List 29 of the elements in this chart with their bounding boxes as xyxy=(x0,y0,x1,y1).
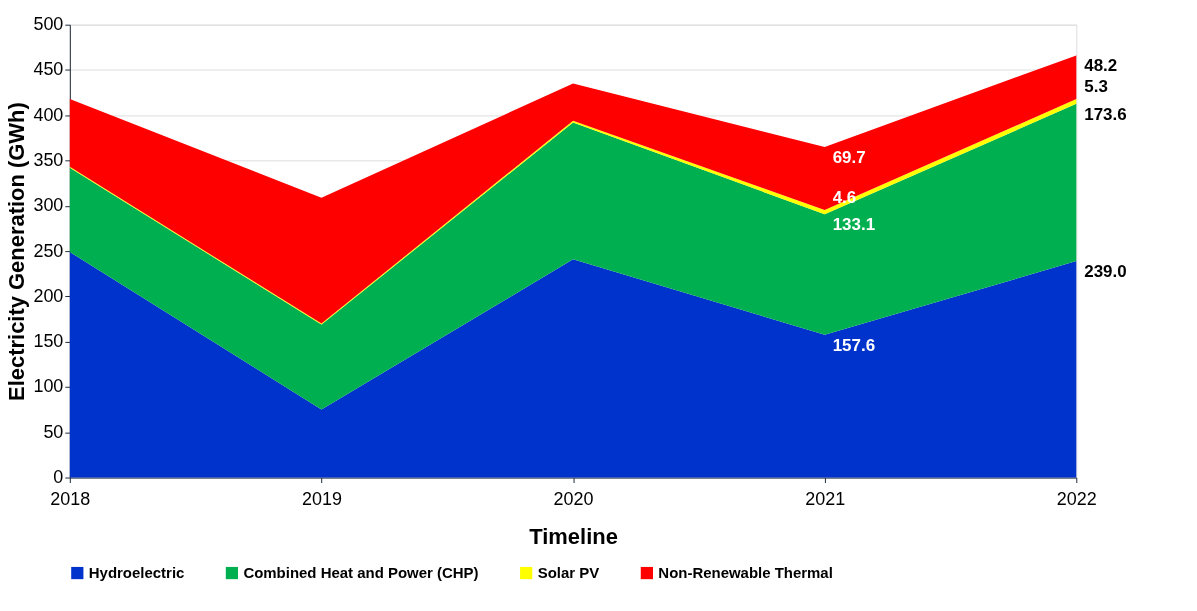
y-tick-label: 250 xyxy=(33,240,64,261)
legend-label: Non-Renewable Thermal xyxy=(658,564,833,582)
y-axis-title: Electricity Generation (GWh) xyxy=(4,102,30,401)
y-tick-label: 350 xyxy=(33,150,64,171)
data-label: 133.1 xyxy=(832,215,876,235)
legend-label: Solar PV xyxy=(537,564,600,582)
legend-label: Combined Heat and Power (CHP) xyxy=(243,564,479,582)
y-tick-label: 400 xyxy=(33,104,64,125)
data-label: 48.2 xyxy=(1084,56,1118,76)
x-tick-label: 2018 xyxy=(50,488,91,509)
y-tick-label: 500 xyxy=(33,14,64,35)
data-label: 69.7 xyxy=(832,147,866,167)
x-tick-label: 2022 xyxy=(1056,488,1097,509)
x-tick-label: 2020 xyxy=(553,488,594,509)
x-tick-label: 2021 xyxy=(805,488,846,509)
y-tick-label: 0 xyxy=(53,467,64,488)
y-tick-label: 150 xyxy=(33,331,64,352)
y-tick-label: 100 xyxy=(33,376,64,397)
y-tick-label: 50 xyxy=(43,421,64,442)
data-label: 157.6 xyxy=(832,335,876,355)
x-axis-title: Timeline xyxy=(529,523,618,549)
data-label: 239.0 xyxy=(1084,262,1127,282)
y-tick-label: 300 xyxy=(33,195,64,216)
data-label: 5.3 xyxy=(1084,77,1108,97)
legend-label: Hydroelectric xyxy=(88,564,185,582)
y-tick-label: 450 xyxy=(33,59,64,80)
x-tick-label: 2019 xyxy=(301,488,342,509)
data-label: 173.6 xyxy=(1084,104,1127,124)
y-tick-label: 200 xyxy=(33,285,64,306)
